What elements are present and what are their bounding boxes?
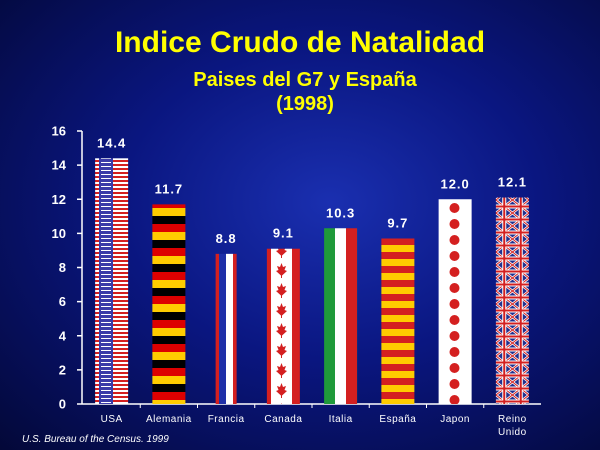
x-tick-label: Alemania — [146, 414, 192, 425]
bar-value-label: 10.3 — [326, 205, 355, 220]
bar-canada — [266, 248, 300, 404]
x-tick-label: Italia — [329, 414, 353, 425]
bar-italia — [324, 228, 358, 404]
x-tick-label: España — [379, 414, 416, 425]
x-tick-label: Reino Unido — [498, 414, 527, 438]
x-tick-label: Francia — [208, 414, 245, 425]
bar-value-label: 9.1 — [273, 226, 294, 241]
y-tick-label: 12 — [52, 192, 66, 207]
bar-value-label: 8.8 — [216, 231, 237, 246]
bar-usa — [95, 158, 129, 404]
x-tick-label: USA — [101, 414, 123, 425]
bar-alemania — [152, 204, 186, 404]
bar-group: 14.4 USA 11.7 Alemania 8.8 Francia 9.1 Canada 10… — [95, 135, 529, 438]
bar-value-label: 11.7 — [155, 181, 184, 196]
y-tick-label: 4 — [59, 328, 67, 343]
bar-japon — [438, 199, 472, 404]
bar-value-label: 12.0 — [440, 176, 469, 191]
y-tick-label: 2 — [59, 362, 66, 377]
chart-title: Indice Crudo de Natalidad — [114, 26, 486, 59]
y-tick-label: 8 — [59, 260, 66, 275]
source-note: U.S. Bureau of the Census. 1999 — [22, 434, 169, 445]
x-tick-label: Canada — [264, 414, 302, 425]
bar-value-label: 12.1 — [498, 175, 527, 190]
bar-value-label: 14.4 — [97, 135, 126, 150]
bar-reino-unido — [495, 197, 529, 404]
y-tick-label: 6 — [59, 294, 66, 309]
x-tick-label: Japon — [440, 414, 470, 425]
bar-españa — [381, 238, 415, 404]
y-tick-label: 16 — [52, 124, 66, 139]
chart-subtitle: Paises del G7 y España (1998) — [0, 68, 600, 116]
subtitle-line-1: Paises del G7 y España — [193, 69, 417, 91]
bar-francia — [215, 253, 237, 404]
y-tick-label: 0 — [59, 397, 66, 412]
subtitle-line-2: (1998) — [276, 93, 334, 115]
bar-value-label: 9.7 — [387, 215, 408, 230]
y-tick-label: 14 — [52, 158, 67, 173]
chart-axes: 0 2 4 6 8 10 12 14 16 — [52, 124, 541, 412]
y-tick-label: 10 — [52, 226, 66, 241]
